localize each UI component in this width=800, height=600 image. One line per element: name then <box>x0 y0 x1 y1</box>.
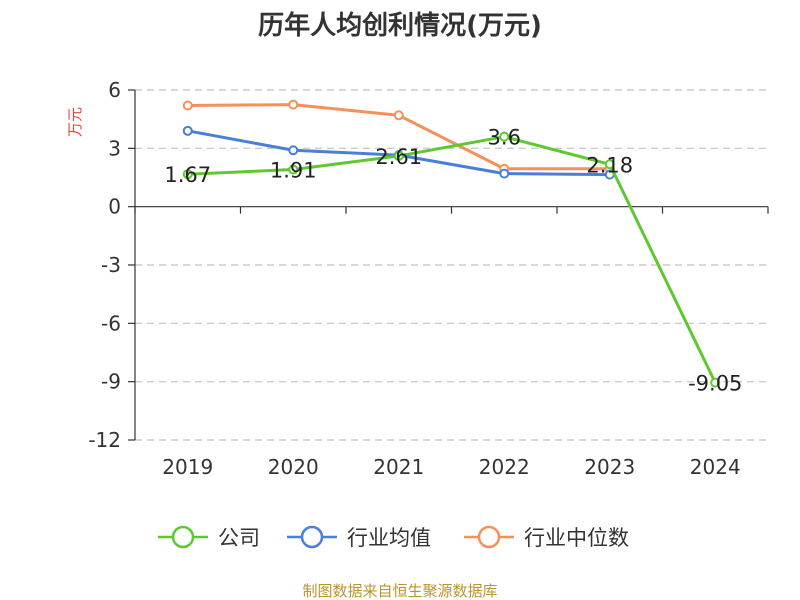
x-tick-label: 2023 <box>584 455 635 479</box>
legend-swatch-marker <box>300 525 324 549</box>
legend-item-1: 行业均值 <box>287 525 431 550</box>
chart-title: 历年人均创利情况(万元) <box>258 10 542 41</box>
data-point-0 <box>288 164 299 175</box>
y-tick-label: 6 <box>108 78 121 102</box>
legend-swatch-marker <box>477 525 501 549</box>
legend: 公司 行业均值 行业中位数 <box>158 525 629 550</box>
data-labels: 1.67 1.91 2.61 3.6 2.18 -9.05 <box>164 126 742 396</box>
legend-swatch-marker <box>171 525 195 549</box>
data-point-0 <box>604 159 615 170</box>
data-point-0 <box>182 169 193 180</box>
y-tick-label: -3 <box>101 253 121 277</box>
y-tick-label: -12 <box>88 428 121 452</box>
source-note: 制图数据来自恒生聚源数据库 <box>302 582 497 600</box>
legend-label: 行业中位数 <box>524 526 629 550</box>
y-axis-label: 万元 <box>66 107 84 137</box>
data-label: 1.91 <box>270 159 317 183</box>
data-point-0 <box>393 150 404 161</box>
legend-item-0: 公司 <box>158 525 260 550</box>
y-tick-label: -6 <box>101 311 121 335</box>
x-tick-label: 2024 <box>690 455 741 479</box>
data-label: -9.05 <box>688 372 742 396</box>
y-tick-label: 3 <box>108 136 121 160</box>
data-point-1 <box>499 168 510 179</box>
legend-label: 行业均值 <box>347 526 431 550</box>
data-point-1 <box>288 145 299 156</box>
y-tick-label: -9 <box>101 370 121 394</box>
data-point-0 <box>499 131 510 142</box>
x-tick-label: 2022 <box>479 455 530 479</box>
data-point-1 <box>182 125 193 136</box>
data-label: 3.6 <box>488 126 521 150</box>
axes: 6 3 0 -3 -6 -9 -12 2019 2020 2021 2022 2023 2024 <box>88 78 769 479</box>
legend-item-2: 行业中位数 <box>464 525 629 550</box>
x-tick-label: 2019 <box>162 455 213 479</box>
x-tick-label: 2021 <box>373 455 424 479</box>
data-label: 2.18 <box>586 153 633 177</box>
data-label: 1.67 <box>164 163 211 187</box>
data-point-0 <box>710 377 721 388</box>
gridlines <box>135 89 768 441</box>
data-label: 2.61 <box>375 145 422 169</box>
y-tick-label: 0 <box>108 195 121 219</box>
data-point-2 <box>182 100 193 111</box>
data-point-2 <box>393 110 404 121</box>
x-tick-label: 2020 <box>268 455 319 479</box>
legend-label: 公司 <box>218 526 260 550</box>
series-line-0 <box>186 135 717 385</box>
series-group <box>182 99 721 388</box>
data-point-2 <box>288 99 299 110</box>
